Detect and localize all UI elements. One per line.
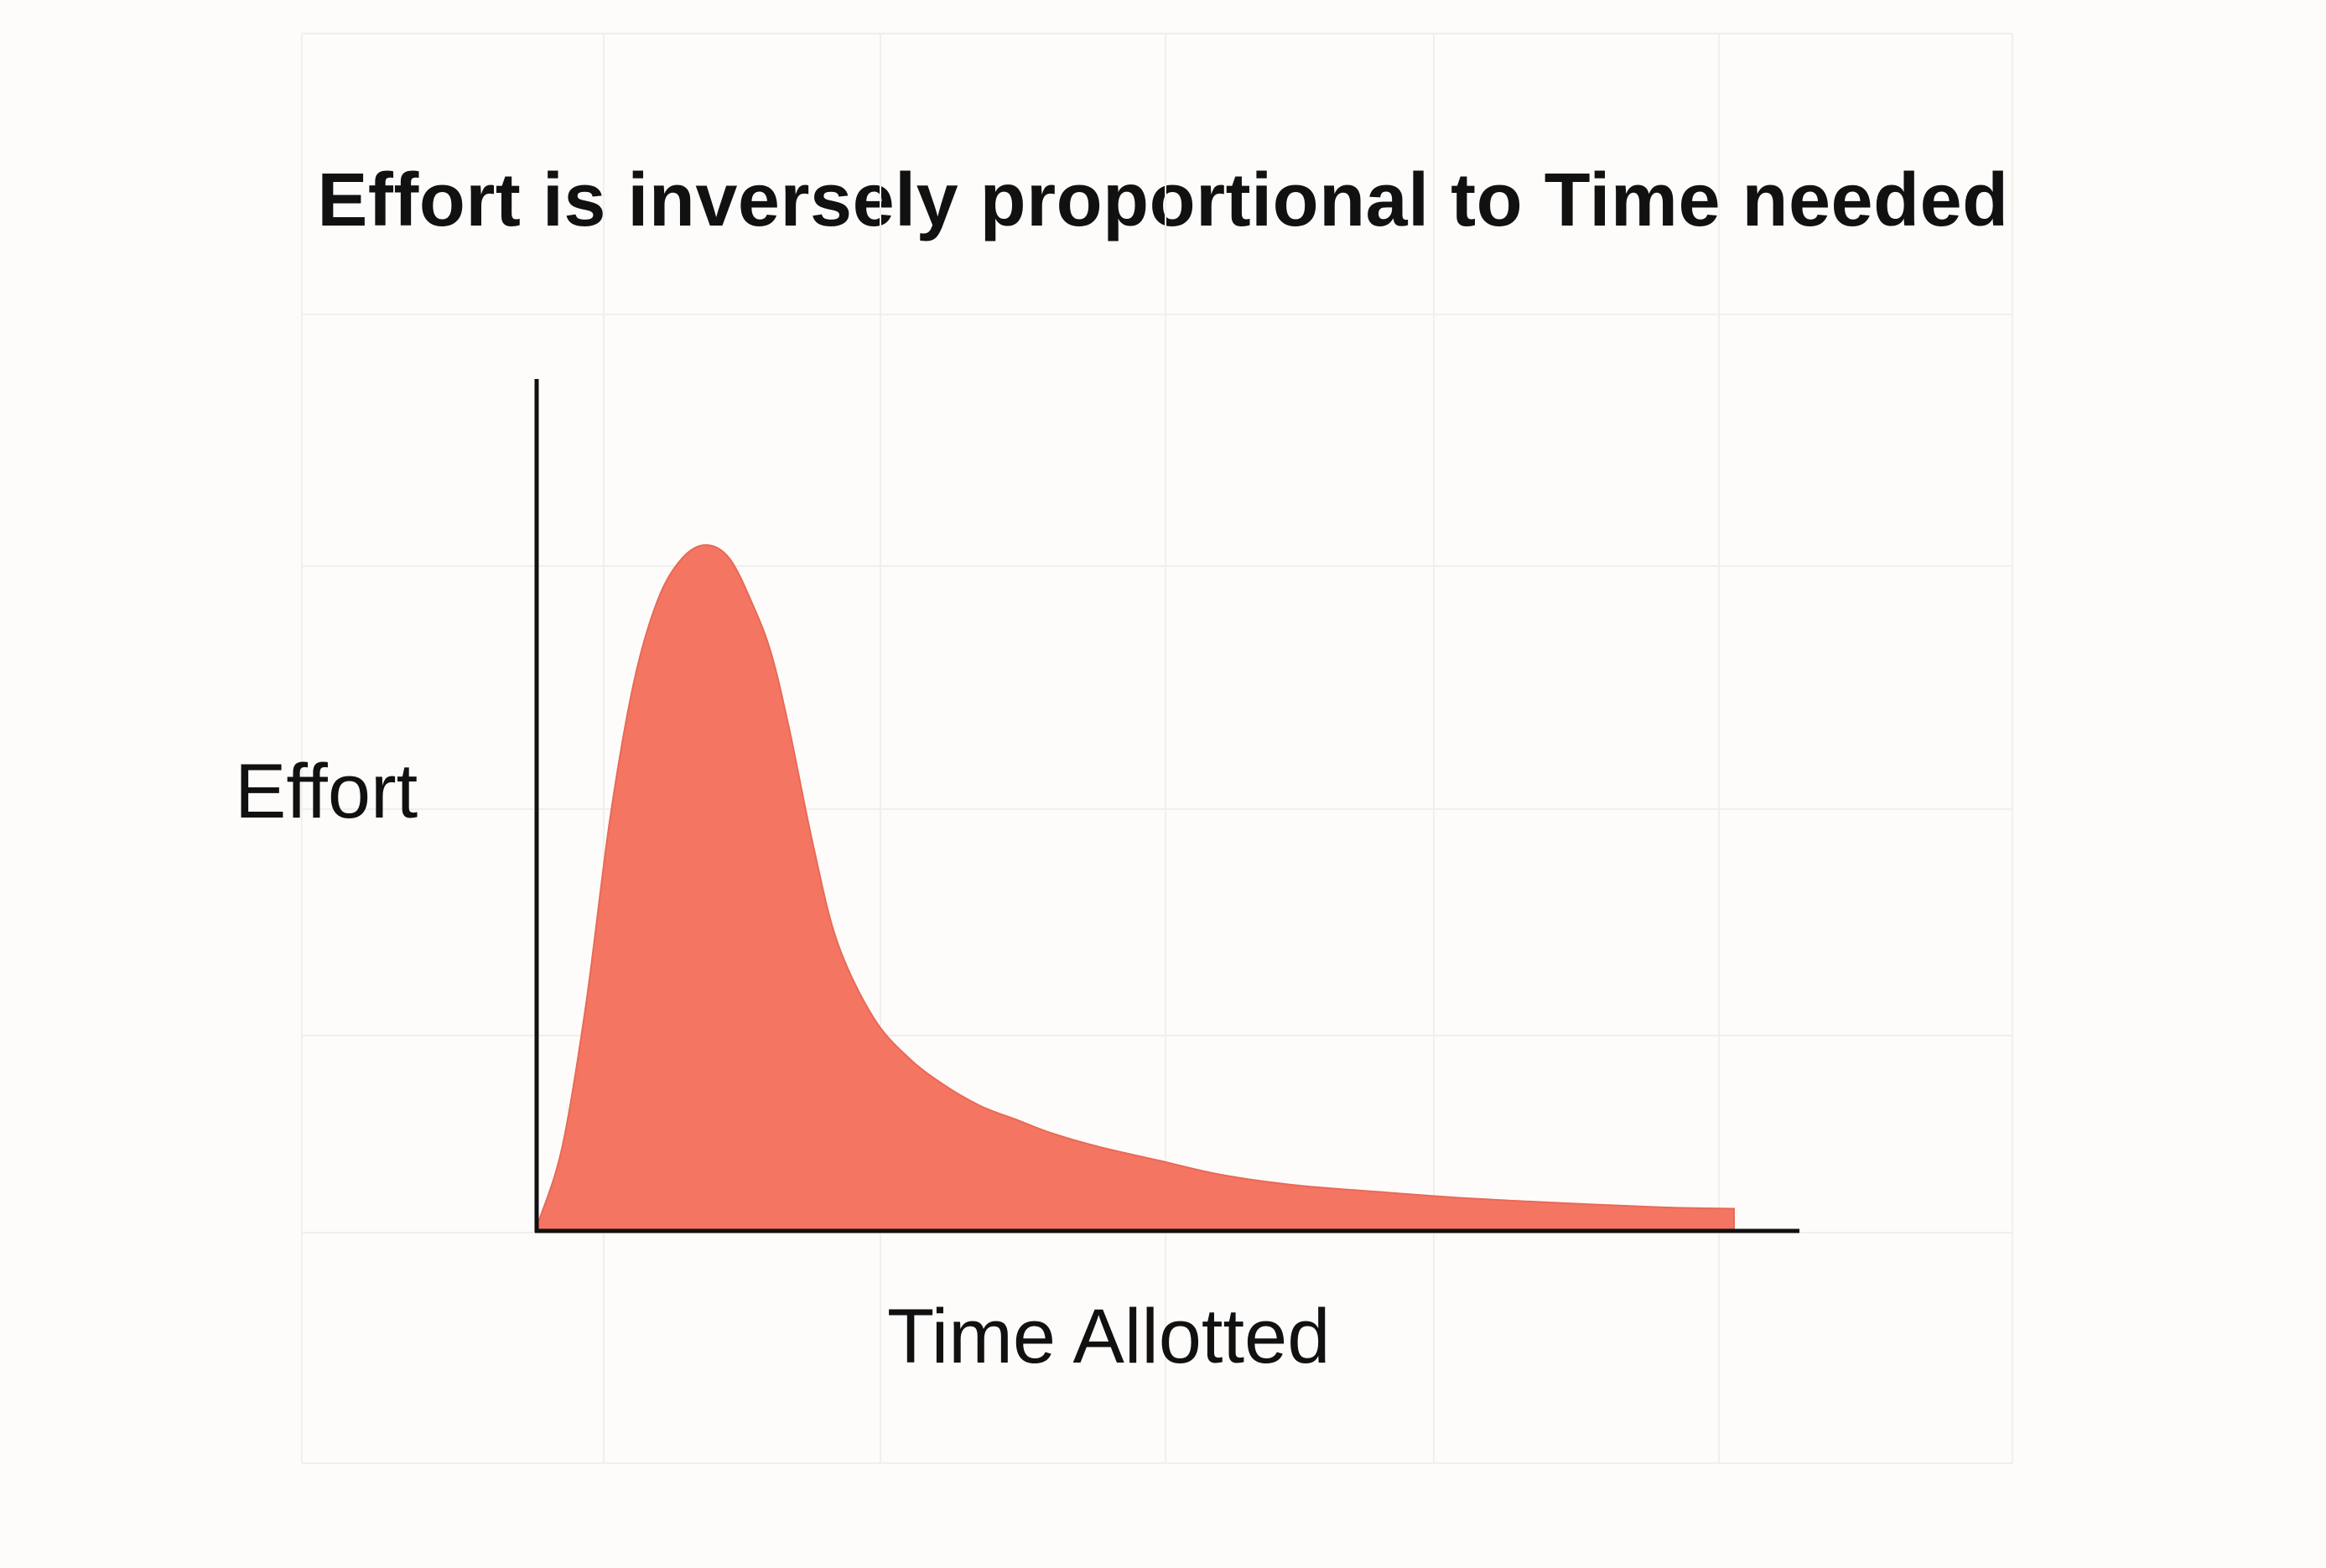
effort-area xyxy=(537,543,1735,1230)
x-axis-label: Time Allotted xyxy=(887,1294,1331,1379)
background-grid xyxy=(301,33,2013,1464)
chart-title: Effort is inversely proportional to Time… xyxy=(317,158,2009,242)
y-axis-label: Effort xyxy=(235,749,418,834)
